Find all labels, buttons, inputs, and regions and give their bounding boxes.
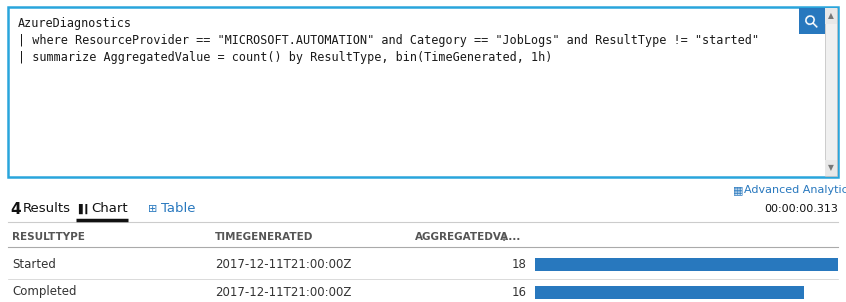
Text: Table: Table xyxy=(161,203,195,216)
Text: 2017-12-11T21:00:00Z: 2017-12-11T21:00:00Z xyxy=(215,258,351,271)
Text: 16: 16 xyxy=(512,285,527,298)
Text: | where ResourceProvider == "MICROSOFT.AUTOMATION" and Category == "JobLogs" and: | where ResourceProvider == "MICROSOFT.A… xyxy=(18,34,759,47)
Text: 18: 18 xyxy=(512,258,527,271)
Text: ▲: ▲ xyxy=(828,11,834,21)
Text: ⚲: ⚲ xyxy=(801,10,823,32)
Text: ↓: ↓ xyxy=(500,233,508,243)
Text: Started: Started xyxy=(12,258,56,271)
Bar xyxy=(535,258,838,271)
Text: ⊞: ⊞ xyxy=(148,204,157,214)
Bar xyxy=(535,285,805,298)
Bar xyxy=(825,8,837,24)
Text: RESULTTYPE: RESULTTYPE xyxy=(12,232,85,242)
Text: ▌▎: ▌▎ xyxy=(78,204,93,214)
Text: 2017-12-11T21:00:00Z: 2017-12-11T21:00:00Z xyxy=(215,285,351,298)
Text: ▼: ▼ xyxy=(828,163,834,172)
Bar xyxy=(8,7,838,177)
Text: AzureDiagnostics: AzureDiagnostics xyxy=(18,17,132,30)
Bar xyxy=(825,8,837,176)
Bar xyxy=(825,160,837,176)
Text: Results: Results xyxy=(23,203,71,216)
Text: 00:00:00.313: 00:00:00.313 xyxy=(764,204,838,214)
Text: TIMEGENERATED: TIMEGENERATED xyxy=(215,232,313,242)
Text: ▦: ▦ xyxy=(733,185,744,195)
Text: Advanced Analytics: Advanced Analytics xyxy=(744,185,846,195)
Text: Chart: Chart xyxy=(91,203,128,216)
Text: | summarize AggregatedValue = count() by ResultType, bin(TimeGenerated, 1h): | summarize AggregatedValue = count() by… xyxy=(18,51,552,64)
Text: AGGREGATEDVA...: AGGREGATEDVA... xyxy=(415,232,521,242)
Text: 4: 4 xyxy=(10,201,20,217)
Bar xyxy=(799,8,825,34)
Text: Completed: Completed xyxy=(12,285,76,298)
